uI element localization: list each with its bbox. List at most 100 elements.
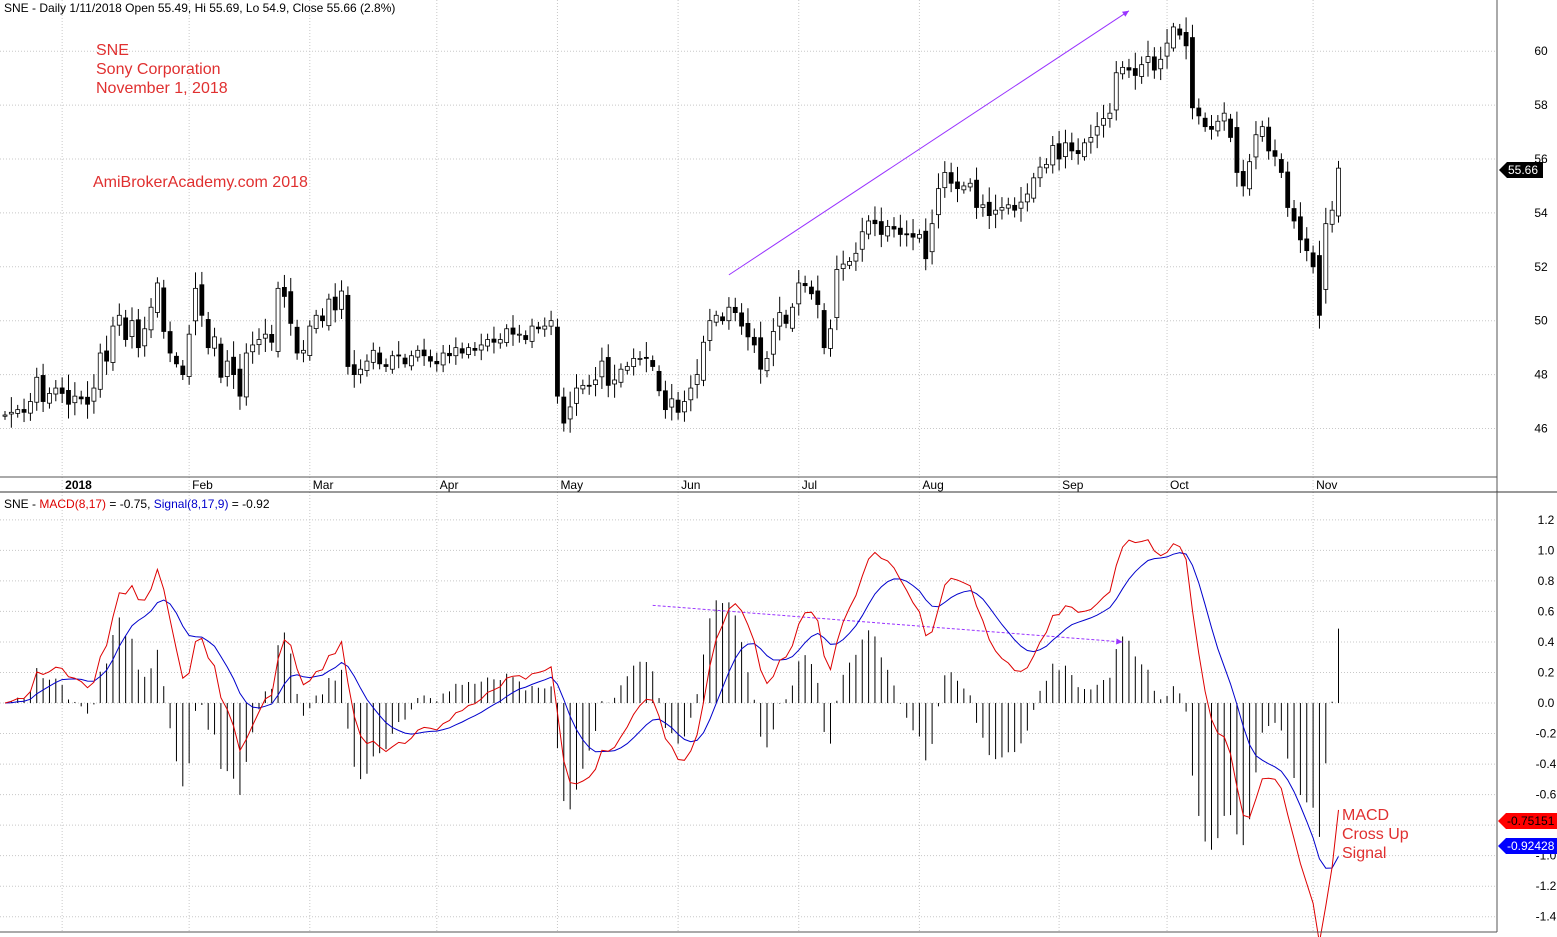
candle-body xyxy=(885,225,891,237)
candle-body xyxy=(396,354,402,357)
candle-body xyxy=(1158,58,1164,70)
date-tick-label: May xyxy=(560,478,583,492)
macd-histogram xyxy=(10,600,1339,850)
candle-body xyxy=(1209,125,1214,130)
candle-body xyxy=(656,370,662,392)
candle-body xyxy=(1215,120,1221,132)
candle-body xyxy=(624,366,630,371)
candle-body xyxy=(1196,107,1202,117)
candle-body xyxy=(777,312,783,327)
macd-line xyxy=(4,539,1339,937)
candle-body xyxy=(586,384,592,387)
candle-body xyxy=(1082,142,1087,158)
candle-body xyxy=(510,327,516,335)
price-tick-label: 60 xyxy=(1534,44,1548,58)
candle-body xyxy=(1088,137,1094,143)
candle-body xyxy=(1247,161,1252,190)
candle-body xyxy=(1101,118,1106,126)
candle-body xyxy=(815,290,821,305)
macd-tick-label: -1.4 xyxy=(1536,910,1557,924)
candle-body xyxy=(1151,56,1157,71)
candle-body xyxy=(675,399,681,413)
price-tick-label: 52 xyxy=(1534,260,1548,274)
candle-body xyxy=(186,333,192,377)
macd-tick-label: 0.2 xyxy=(1538,665,1555,679)
last-price-label: 55.66 xyxy=(1508,163,1538,177)
candle-body xyxy=(167,331,173,354)
candle-body xyxy=(389,355,395,370)
candlesticks xyxy=(2,17,1341,433)
price-tick-label: 46 xyxy=(1534,421,1548,435)
candle-body xyxy=(955,181,960,190)
cross-up-annotation-2: Cross Up xyxy=(1342,826,1409,843)
macd-tick-label: 1.2 xyxy=(1538,513,1555,527)
candle-body xyxy=(897,227,903,235)
candle-body xyxy=(1012,204,1018,211)
date-annotation: November 1, 2018 xyxy=(96,80,228,97)
candle-body xyxy=(459,348,465,354)
candle-body xyxy=(1202,117,1208,128)
candle-body xyxy=(967,182,973,188)
candle-body xyxy=(1323,223,1329,290)
candle-body xyxy=(1304,238,1310,252)
date-tick-label: 2018 xyxy=(65,478,92,492)
date-tick-label: Oct xyxy=(1170,478,1189,492)
candle-body xyxy=(53,387,59,395)
candle-body xyxy=(732,306,738,314)
candle-body xyxy=(713,314,719,323)
price-grid xyxy=(0,0,1497,932)
price-tick-label: 50 xyxy=(1534,314,1548,328)
candle-body xyxy=(320,315,325,322)
macd-header-signal-value: = -0.92 xyxy=(228,497,269,511)
candle-body xyxy=(250,344,256,353)
candle-body xyxy=(2,414,8,417)
candle-body xyxy=(612,379,617,385)
macd-last-tag: -0.75151 xyxy=(1498,813,1557,829)
date-tick-label: Nov xyxy=(1316,478,1337,492)
candle-body xyxy=(707,320,713,341)
candle-body xyxy=(97,352,103,390)
candle-body xyxy=(326,298,332,327)
price-trendline-segment xyxy=(728,10,1130,276)
candle-body xyxy=(745,322,751,338)
candle-body xyxy=(358,368,364,376)
candle-body xyxy=(485,339,491,347)
macd-tick-label: 0.0 xyxy=(1538,696,1555,710)
price-tick-label: 48 xyxy=(1534,368,1548,382)
candle-body xyxy=(529,325,535,342)
candle-body xyxy=(27,401,33,414)
candle-body xyxy=(1056,143,1062,160)
candle-body xyxy=(59,387,65,394)
candle-body xyxy=(1075,150,1081,155)
price-trendline xyxy=(728,10,1130,276)
candle-body xyxy=(91,387,97,402)
price-trendline-arrowhead xyxy=(1122,10,1129,17)
signal-line xyxy=(4,552,1339,869)
candle-body xyxy=(301,349,306,354)
candle-body xyxy=(720,316,725,322)
company-annotation: Sony Corporation xyxy=(96,61,221,78)
candle-body xyxy=(491,338,497,343)
price-header: SNE - Daily 1/11/2018 Open 55.49, Hi 55.… xyxy=(4,1,395,15)
macd-tick-label: -0.2 xyxy=(1536,727,1557,741)
candle-body xyxy=(161,287,167,332)
candle-body xyxy=(878,221,884,235)
candle-body xyxy=(142,328,148,347)
candle-body xyxy=(1291,208,1297,222)
candle-body xyxy=(853,252,859,262)
candle-body xyxy=(536,326,541,330)
candle-body xyxy=(739,312,744,327)
candle-body xyxy=(1069,142,1075,152)
candle-body xyxy=(262,333,268,339)
candle-body xyxy=(339,290,344,310)
candle-body xyxy=(370,349,376,363)
candle-body xyxy=(1164,42,1170,57)
candle-body xyxy=(980,204,986,208)
candle-body xyxy=(231,356,237,375)
macd-tick-label: 0.4 xyxy=(1538,635,1555,649)
candle-body xyxy=(1310,252,1316,268)
candle-body xyxy=(1336,167,1341,217)
candle-body xyxy=(180,365,186,375)
